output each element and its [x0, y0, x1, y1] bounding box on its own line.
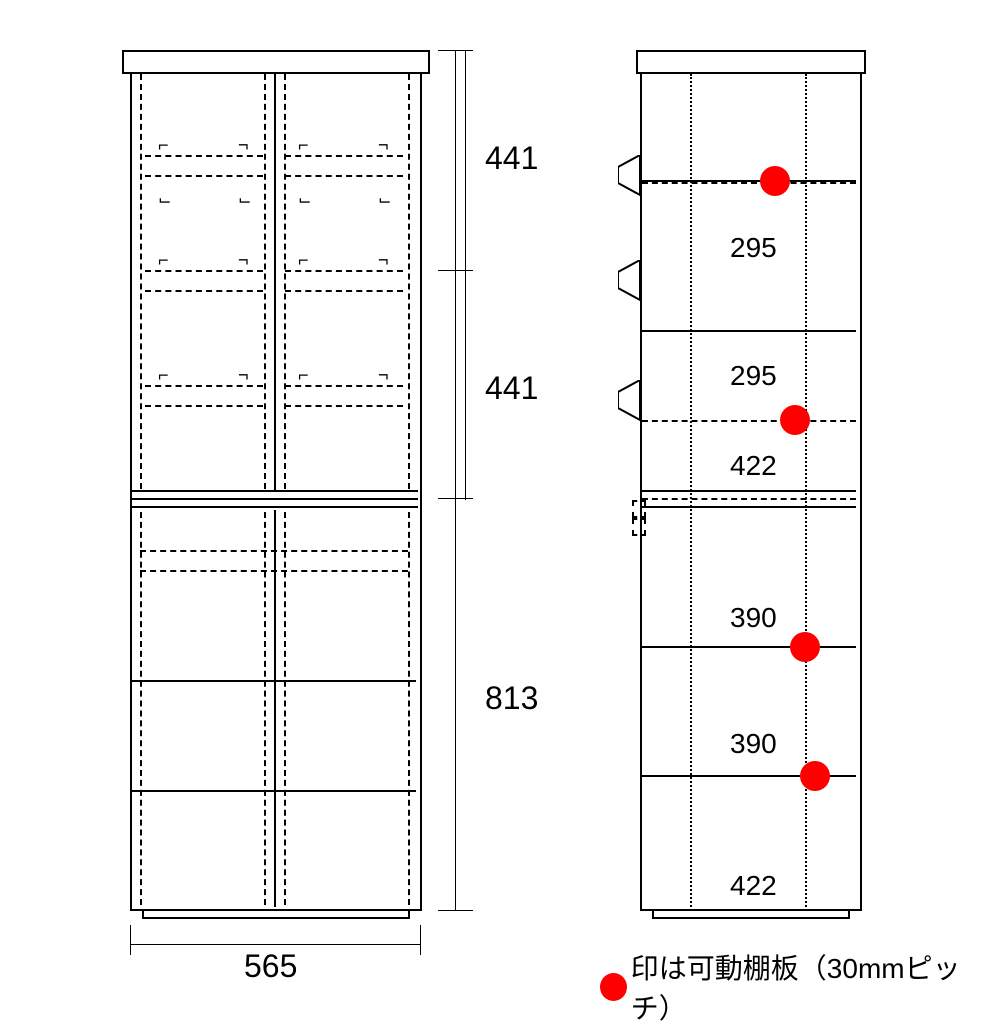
inner-margin-left-upper: [140, 74, 142, 489]
side-dim-422b: 422: [730, 870, 777, 902]
basket: [145, 290, 263, 292]
shelf-line: [132, 680, 416, 682]
basket: [145, 175, 263, 177]
mid-divider-3: [130, 506, 418, 508]
movable-shelf-marker: [800, 761, 830, 791]
dim-line-v2: [465, 50, 466, 500]
top-cap: [122, 50, 430, 74]
mid-divider-2: [130, 498, 418, 500]
dim-tick: [438, 50, 473, 51]
mid-divider-1: [130, 490, 418, 492]
hook-mark: ⌙: [298, 190, 311, 210]
hook-mark: ¬: [238, 250, 249, 271]
inner-margin-cl-upper: [264, 74, 266, 489]
side-shelf-2: [642, 330, 856, 332]
hook-mark: ⌐: [298, 250, 309, 271]
basket: [145, 405, 263, 407]
side-elevation: 295 295 422 390 390 422: [640, 50, 860, 910]
legend-dot-icon: [600, 973, 627, 1001]
side-top-cap: [636, 50, 866, 74]
shelf-line: [132, 790, 416, 792]
dim-tick: [438, 910, 473, 911]
hook-mark: ⌙: [238, 190, 251, 210]
side-shelf-2d: [642, 420, 856, 422]
hook-mark: ⌐: [158, 365, 169, 386]
hook-mark: ⌐: [158, 250, 169, 271]
dim-813: 813: [485, 680, 538, 717]
side-base-kick: [652, 909, 850, 919]
hook-mark: ⌐: [298, 135, 309, 156]
dim-441a: 441: [485, 140, 538, 177]
front-elevation: ⌐ ¬ ⌐ ¬ ⌐ ¬ ⌐ ¬ ⌐ ¬ ⌐ ¬ ⌙ ⌙ ⌙ ⌙: [130, 50, 420, 910]
hook-mark: ⌐: [298, 365, 309, 386]
inner-margin-cr-upper: [284, 74, 286, 489]
center-divider-upper: [274, 72, 276, 490]
hinge-notch: [632, 518, 646, 536]
basket: [285, 405, 403, 407]
hook-mark: ¬: [238, 135, 249, 156]
side-mid: [642, 490, 856, 492]
dim-tick: [438, 498, 473, 499]
side-bracket-icon: [618, 260, 642, 310]
side-dim-422a: 422: [730, 450, 777, 482]
side-dim-295b: 295: [730, 360, 777, 392]
dim-tick: [438, 270, 473, 271]
side-mid-d: [642, 498, 856, 500]
drawer-line: [140, 550, 408, 552]
dim-565: 565: [244, 948, 297, 985]
side-bracket-icon: [618, 155, 642, 205]
movable-shelf-marker: [760, 166, 790, 196]
basket: [285, 175, 403, 177]
hook-mark: ¬: [378, 365, 389, 386]
hinge-notch: [632, 500, 646, 518]
side-mid2: [642, 506, 856, 508]
diagram-container: ⌐ ¬ ⌐ ¬ ⌐ ¬ ⌐ ¬ ⌐ ¬ ⌐ ¬ ⌙ ⌙ ⌙ ⌙ 441 441 …: [0, 0, 1000, 1000]
legend-text: 印は可動棚板（30mmピッチ）: [631, 947, 1000, 1027]
base-kick: [142, 909, 410, 919]
inner-margin-right-upper: [408, 74, 410, 489]
side-bracket-icon: [618, 380, 642, 430]
dim-width-tick-l: [130, 925, 131, 955]
drawer-line: [140, 570, 408, 572]
legend: 印は可動棚板（30mmピッチ）: [600, 947, 1000, 1027]
hook-mark: ⌐: [158, 135, 169, 156]
movable-shelf-marker: [780, 405, 810, 435]
dim-line-v1: [455, 50, 456, 910]
side-shelf-1d: [642, 182, 856, 184]
dim-width-tick-r: [420, 925, 421, 955]
hook-mark: ¬: [238, 365, 249, 386]
dim-width-line: [130, 944, 420, 945]
basket: [285, 290, 403, 292]
side-shelf-4: [642, 646, 856, 648]
side-dim-390a: 390: [730, 602, 777, 634]
hook-mark: ⌙: [158, 190, 171, 210]
inner-margin-right-lower: [408, 512, 410, 905]
hook-mark: ¬: [378, 135, 389, 156]
side-dim-295a: 295: [730, 232, 777, 264]
hook-mark: ⌙: [378, 190, 391, 210]
side-dim-390b: 390: [730, 728, 777, 760]
dim-441b: 441: [485, 370, 538, 407]
movable-shelf-marker: [790, 632, 820, 662]
hook-mark: ¬: [378, 250, 389, 271]
